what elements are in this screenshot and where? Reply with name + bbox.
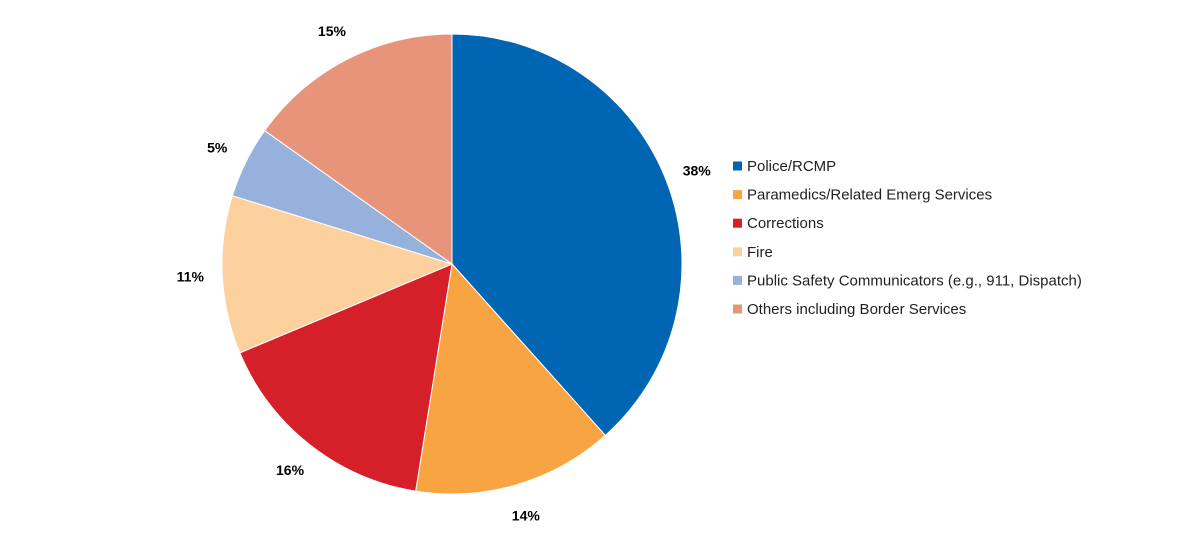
pie-slice-others-including-border-services xyxy=(263,33,453,265)
legend-swatch-paramedics-related-emerg-services xyxy=(733,190,742,200)
pie-slices xyxy=(221,33,683,495)
legend-swatch-others-including-border-services xyxy=(733,304,742,314)
legend-label-others-including-border-services: Others including Border Services xyxy=(747,301,966,318)
legend-label-corrections: Corrections xyxy=(747,215,824,232)
pie-data-labels: 38% 14% 16% 11% 5% 15% xyxy=(177,23,712,523)
pie-slice-corrections xyxy=(239,263,453,492)
data-label-others-including-border-services: 15% xyxy=(318,23,347,39)
pie-slice-paramedics-related-emerg-services xyxy=(415,262,607,495)
legend-label-police-rcmp: Police/RCMP xyxy=(747,158,836,175)
legend: Police/RCMP Paramedics/Related Emerg Serv… xyxy=(733,158,1082,318)
pie-slice-fire xyxy=(221,195,454,354)
legend-swatch-fire xyxy=(733,247,742,257)
legend-swatch-public-safety-communicators-e-g-911-dispatch xyxy=(733,275,742,285)
legend-swatch-police-rcmp xyxy=(733,161,742,171)
legend-label-fire: Fire xyxy=(747,244,773,261)
data-label-public-safety-communicators-e-g-911-dispatch: 5% xyxy=(207,140,228,156)
data-label-corrections: 16% xyxy=(276,462,305,478)
legend-label-public-safety-communicators-e-g-911-dispatch: Public Safety Communicators (e.g., 911, … xyxy=(747,272,1082,289)
legend-swatch-corrections xyxy=(733,218,742,228)
data-label-paramedics-related-emerg-services: 14% xyxy=(512,507,541,523)
data-label-fire: 11% xyxy=(177,268,205,284)
pie-slice-police-rcmp xyxy=(451,33,683,437)
legend-label-paramedics-related-emerg-services: Paramedics/Related Emerg Services xyxy=(747,187,992,204)
data-label-police-rcmp: 38% xyxy=(683,162,712,178)
